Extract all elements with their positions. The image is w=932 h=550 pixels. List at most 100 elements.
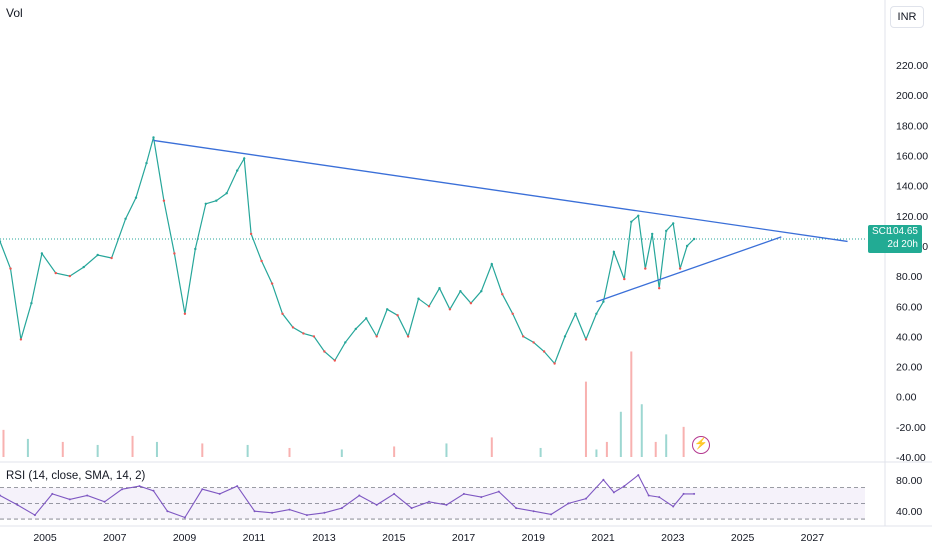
price-point xyxy=(623,277,626,281)
price-point xyxy=(30,302,33,305)
price-point xyxy=(236,169,239,172)
rsi-point xyxy=(33,514,36,517)
rsi-point xyxy=(138,485,141,488)
price-point xyxy=(396,314,399,317)
rsi-band-fill xyxy=(0,487,865,520)
volume-bar xyxy=(288,447,291,457)
x-tick-label: 2007 xyxy=(103,532,127,544)
price-point xyxy=(542,350,546,353)
rsi-point xyxy=(340,507,343,510)
price-point xyxy=(602,300,605,303)
volume-bar xyxy=(26,438,29,457)
rsi-point xyxy=(166,510,169,513)
x-tick-label: 2019 xyxy=(522,532,546,544)
price-point xyxy=(40,252,44,255)
price-point xyxy=(183,312,187,315)
rsi-point xyxy=(480,496,483,499)
price-point xyxy=(162,199,166,202)
rsi-point xyxy=(637,474,640,477)
rsi-line xyxy=(0,474,695,519)
volume-bar xyxy=(201,443,204,457)
rsi-point xyxy=(183,516,186,519)
y-tick-label: 60.00 xyxy=(896,301,922,313)
rsi-point xyxy=(585,497,587,500)
price-point xyxy=(225,192,228,195)
volume-bar xyxy=(640,404,643,457)
price-point xyxy=(553,362,556,365)
y-tick-label: 120.00 xyxy=(896,211,928,223)
price-point xyxy=(249,232,253,236)
price-point xyxy=(651,232,654,236)
price-point xyxy=(152,136,155,139)
rsi-point xyxy=(462,492,465,495)
price-point xyxy=(584,338,588,341)
rsi-point xyxy=(515,507,518,510)
price-point xyxy=(194,247,197,251)
price-point xyxy=(612,250,616,254)
volume-bar xyxy=(654,441,657,457)
x-tick-label: 2015 xyxy=(382,532,406,544)
price-point xyxy=(438,287,441,290)
volume-bar xyxy=(96,444,99,457)
rsi-point xyxy=(103,500,106,503)
price-point xyxy=(490,262,493,266)
volume-bar xyxy=(605,441,608,457)
price-point xyxy=(243,157,246,160)
y-tick-label: 80.00 xyxy=(896,271,922,283)
price-point xyxy=(522,335,525,338)
rsi-point xyxy=(271,511,274,514)
price-point xyxy=(672,222,675,225)
price-point xyxy=(82,265,85,269)
rsi-point xyxy=(121,488,124,491)
volume-bar xyxy=(246,444,249,457)
price-point xyxy=(9,267,12,270)
rsi-point xyxy=(0,494,1,497)
price-point xyxy=(574,312,577,315)
price-point xyxy=(323,350,326,353)
x-tick-label: 2017 xyxy=(452,532,476,544)
y-tick-label: 0.00 xyxy=(896,392,917,404)
rsi-point xyxy=(288,508,291,511)
x-tick-label: 2027 xyxy=(801,532,825,544)
price-point xyxy=(110,256,113,260)
price-point xyxy=(469,302,473,305)
y-tick-label: 140.00 xyxy=(896,181,928,193)
price-badge-symbol: SCI xyxy=(872,226,889,237)
y-tick-label: 160.00 xyxy=(896,151,928,163)
volume-bar xyxy=(131,435,134,457)
rsi-point xyxy=(358,494,361,497)
price-point xyxy=(291,326,295,329)
price-point xyxy=(685,244,689,248)
y-tick-label: 40.00 xyxy=(896,331,922,343)
rsi-point xyxy=(550,513,553,516)
lightning-icon[interactable]: ⚡ xyxy=(692,436,710,454)
price-point xyxy=(406,335,410,338)
price-point xyxy=(459,290,462,293)
x-tick-label: 2021 xyxy=(591,532,615,544)
price-point xyxy=(302,332,305,335)
rsi-title[interactable]: RSI (14, close, SMA, 14, 2) xyxy=(6,470,146,482)
volume-bar xyxy=(584,381,587,457)
price-point xyxy=(665,229,668,233)
rsi-point xyxy=(152,489,155,492)
price-point xyxy=(501,293,504,296)
price-point xyxy=(0,240,2,243)
volume-bar xyxy=(340,449,343,457)
currency-button[interactable]: INR xyxy=(890,6,924,28)
volume-bar xyxy=(393,446,396,457)
rsi-tick-label: 40.00 xyxy=(896,506,922,518)
rsi-point xyxy=(86,494,89,497)
volume-bar xyxy=(445,443,448,457)
rsi-point xyxy=(236,485,239,488)
rsi-point xyxy=(602,478,605,481)
rsi-point xyxy=(612,491,615,494)
price-point xyxy=(630,220,633,223)
x-tick-label: 2005 xyxy=(33,532,57,544)
volume-bar xyxy=(155,441,158,457)
price-point xyxy=(124,217,127,220)
rsi-point xyxy=(16,503,19,506)
rsi-point xyxy=(623,485,626,488)
support-trendline xyxy=(596,236,782,303)
